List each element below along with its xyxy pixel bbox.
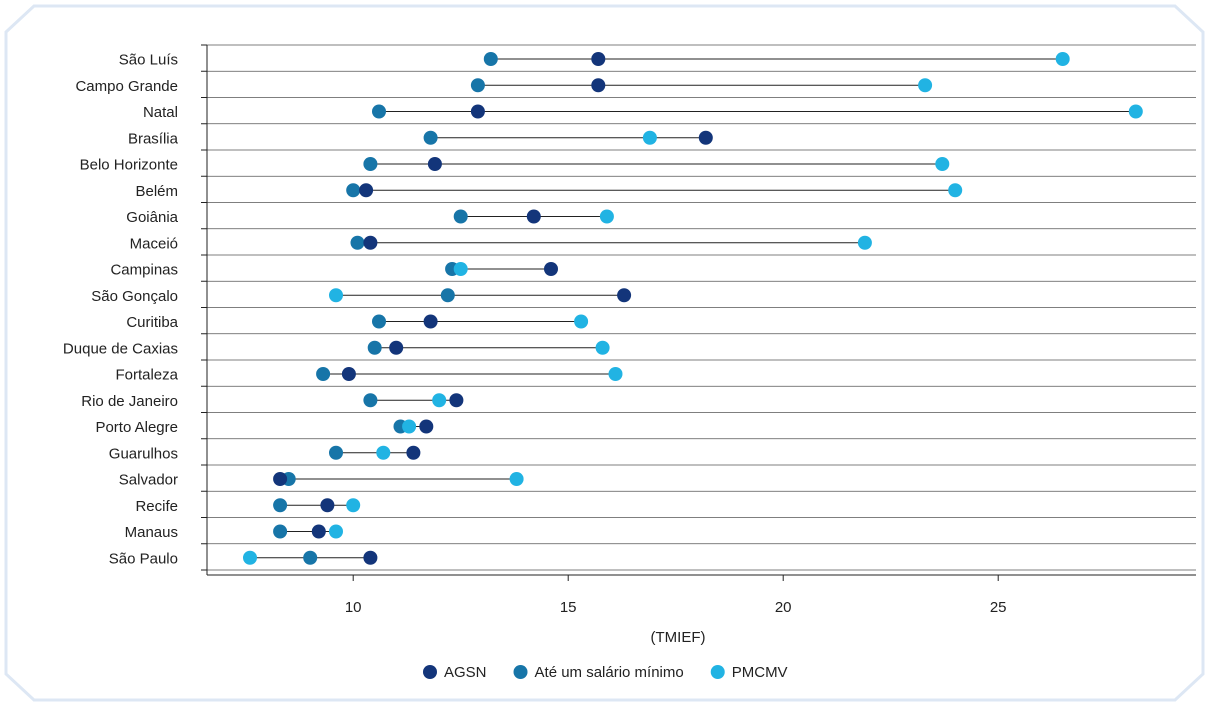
category-label: Belém	[135, 183, 178, 200]
plot-area: São Luís Campo Grande Natal Brasília Belo Ho…	[63, 44, 1196, 616]
data-point	[526, 209, 541, 224]
data-point	[935, 157, 950, 171]
data-point	[608, 367, 623, 381]
x-tick-label: 20	[775, 599, 792, 616]
data-point	[423, 130, 438, 145]
data-point	[359, 183, 374, 198]
x-tick-label: 10	[345, 599, 362, 616]
legend: AGSN Até um salário mínimo PMCMV	[423, 664, 788, 681]
data-point	[243, 550, 257, 565]
legend-marker	[710, 665, 725, 679]
data-point	[1055, 52, 1070, 66]
data-point	[363, 550, 378, 565]
data-point	[595, 340, 610, 355]
markers	[243, 52, 1143, 565]
legend-marker	[423, 665, 437, 679]
legend-label: Até um salário mínimo	[535, 664, 684, 681]
category-label: Curitiba	[126, 314, 178, 331]
category-label: Guarulhos	[109, 445, 178, 462]
data-point	[346, 498, 361, 513]
data-point	[453, 209, 468, 224]
data-point	[483, 52, 498, 66]
data-point	[329, 445, 343, 460]
data-point	[698, 130, 713, 145]
data-point	[574, 314, 589, 329]
category-label: Maceió	[130, 235, 178, 252]
category-label: Fortaleza	[115, 367, 178, 384]
data-point	[591, 78, 606, 93]
category-label: São Gonçalo	[91, 288, 178, 305]
data-point	[273, 472, 288, 486]
data-point	[453, 262, 468, 276]
data-point	[857, 235, 872, 250]
category-label: São Luís	[119, 52, 178, 69]
data-point	[449, 393, 464, 408]
data-point	[363, 393, 378, 408]
gridlines	[201, 44, 1196, 571]
data-point	[599, 209, 614, 224]
category-label: Campinas	[110, 262, 178, 279]
data-point	[948, 183, 963, 198]
category-label: Brasília	[128, 130, 179, 147]
category-label: Recife	[135, 498, 178, 515]
category-label: Manaus	[125, 524, 178, 541]
category-label: Belo Horizonte	[80, 157, 178, 174]
data-point	[509, 472, 524, 486]
data-point	[617, 288, 632, 303]
category-label: São Paulo	[109, 550, 178, 567]
data-point	[346, 183, 361, 198]
x-axis-title: (TMIEF)	[651, 629, 706, 646]
category-label: Goiânia	[126, 209, 178, 226]
legend-label: AGSN	[444, 664, 487, 681]
data-point	[470, 78, 485, 93]
data-point	[363, 157, 378, 171]
data-point	[350, 235, 365, 250]
x-tick-label: 25	[990, 599, 1007, 616]
data-point	[432, 393, 447, 408]
data-point	[367, 340, 382, 355]
legend-label: PMCMV	[732, 664, 788, 681]
data-point	[918, 78, 933, 93]
x-tick-label: 15	[560, 599, 577, 616]
data-point	[427, 157, 442, 171]
data-point	[363, 235, 378, 250]
category-labels: São Luís Campo Grande Natal Brasília Belo Ho…	[63, 52, 179, 568]
data-point	[273, 524, 288, 539]
category-label: Porto Alegre	[95, 419, 178, 436]
category-label: Campo Grande	[75, 78, 178, 95]
category-label: Salvador	[119, 472, 178, 489]
category-label: Rio de Janeiro	[81, 393, 178, 410]
category-label: Natal	[143, 104, 178, 121]
data-point	[440, 288, 455, 303]
data-point	[329, 288, 343, 303]
data-point	[419, 419, 434, 434]
data-point	[642, 130, 657, 145]
data-point	[316, 367, 331, 381]
data-point	[273, 498, 288, 513]
data-point	[372, 104, 386, 119]
legend-marker	[513, 665, 528, 679]
data-point	[389, 340, 404, 355]
data-point	[591, 52, 606, 66]
axes	[206, 45, 1196, 576]
data-point	[311, 524, 326, 539]
data-point	[544, 262, 558, 276]
data-point	[1128, 104, 1143, 119]
range-lines	[250, 58, 1136, 559]
data-point	[303, 550, 318, 565]
category-label: Duque de Caxias	[63, 340, 178, 357]
data-point	[329, 524, 343, 539]
frame-border	[4, 4, 1205, 702]
data-point	[470, 104, 485, 119]
data-point	[423, 314, 438, 329]
data-point	[372, 314, 386, 329]
data-point	[341, 367, 356, 381]
x-tick-labels: 10 15 20 25	[345, 575, 1007, 616]
data-point	[376, 445, 391, 460]
data-point	[320, 498, 335, 513]
data-point	[406, 445, 421, 460]
data-point	[402, 419, 417, 434]
